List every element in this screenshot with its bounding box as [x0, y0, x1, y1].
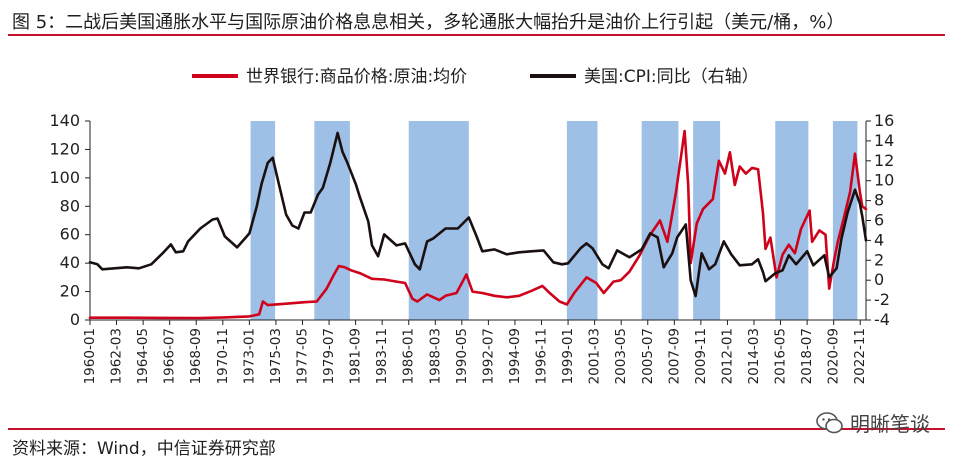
- x-axis-tick-label: 1966-07: [162, 328, 178, 384]
- legend-cpi-label: 美国:CPI:同比（右轴）: [584, 67, 759, 87]
- x-axis-tick-label: 1988-03: [427, 328, 443, 384]
- x-axis-tick-label: 1962-03: [109, 328, 125, 384]
- x-axis-tick-label: 2001-03: [587, 328, 603, 384]
- shaded-period: [775, 121, 809, 320]
- shaded-period: [408, 121, 469, 320]
- x-axis-tick-label: 1977-05: [294, 328, 310, 384]
- watermark-text: 明晰笔谈: [850, 412, 930, 436]
- x-axis-tick-label: 1970-11: [215, 328, 231, 384]
- x-axis-tick-label: 1999-01: [560, 328, 576, 384]
- axes: 020406080100120140-4-202468101214161960-…: [49, 111, 894, 384]
- x-axis-tick-label: 2016-05: [773, 328, 789, 384]
- left-axis-tick-label: 60: [60, 225, 80, 244]
- right-axis-tick-label: 4: [874, 230, 884, 249]
- series-line-us-cpi: [88, 131, 868, 298]
- x-axis-tick-label: 1975-03: [268, 328, 284, 384]
- x-axis-tick-label: 1983-11: [374, 328, 390, 384]
- watermark: 明晰笔谈: [816, 408, 930, 437]
- left-axis-tick-label: 0: [70, 310, 80, 329]
- x-axis-tick-label: 1960-01: [82, 328, 98, 384]
- legend-oil-label: 世界银行:商品价格:原油:均价: [246, 67, 467, 87]
- x-axis-tick-label: 2020-09: [826, 328, 842, 384]
- x-axis-tick-label: 2018-07: [799, 328, 815, 384]
- wechat-icon: [816, 411, 843, 433]
- series-lines: [88, 129, 868, 320]
- x-axis-tick-label: 1994-09: [507, 328, 523, 384]
- x-axis-tick-label: 1964-05: [135, 328, 151, 384]
- x-axis-tick-label: 1996-11: [534, 328, 550, 384]
- x-axis-tick-label: 1986-01: [401, 328, 417, 384]
- source-note: 资料来源：Wind，中信证券研究部: [12, 439, 276, 459]
- x-axis-tick-label: 2014-03: [746, 328, 762, 384]
- right-axis-tick-label: 12: [874, 151, 894, 170]
- right-axis-tick-label: 10: [874, 171, 894, 190]
- left-axis-tick-label: 100: [49, 168, 80, 187]
- left-axis-tick-label: 120: [49, 139, 80, 158]
- x-axis-tick-label: 1992-07: [480, 328, 496, 384]
- legend: 世界银行:商品价格:原油:均价 美国:CPI:同比（右轴）: [192, 67, 759, 87]
- x-axis-tick-label: 2007-09: [666, 328, 682, 384]
- shaded-period: [566, 121, 598, 320]
- x-axis-tick-label: 2005-07: [640, 328, 656, 384]
- right-axis-tick-label: 8: [874, 191, 884, 210]
- shaded-period: [250, 121, 276, 320]
- title-rule: [8, 34, 945, 36]
- x-axis-tick-label: 2009-11: [693, 328, 709, 384]
- x-axis-tick-label: 2022-11: [852, 328, 868, 384]
- x-axis-tick-label: 1990-05: [454, 328, 470, 384]
- x-axis-tick-label: 1981-09: [348, 328, 364, 384]
- x-axis-tick-label: 1979-07: [321, 328, 337, 384]
- x-axis-tick-label: 2003-05: [613, 328, 629, 384]
- right-axis-tick-label: 14: [874, 131, 894, 150]
- left-axis-tick-label: 80: [60, 196, 80, 215]
- x-axis-tick-label: 2012-01: [719, 328, 735, 384]
- right-axis-tick-label: 0: [874, 270, 884, 289]
- chart-svg: 020406080100120140-4-202468101214161960-…: [49, 67, 894, 384]
- x-axis-tick-label: 1968-09: [188, 328, 204, 384]
- figure-title: 图 5：二战后美国通胀水平与国际原油价格息息相关，多轮通胀大幅抬升是油价上行引起…: [12, 12, 845, 33]
- right-axis-tick-label: 2: [874, 250, 884, 269]
- right-axis-tick-label: -2: [874, 290, 890, 309]
- right-axis-tick-label: 16: [874, 111, 894, 130]
- left-axis-tick-label: 20: [60, 282, 80, 301]
- left-axis-tick-label: 40: [60, 253, 80, 272]
- right-axis-tick-label: 6: [874, 211, 884, 230]
- x-axis-tick-label: 1973-01: [241, 328, 257, 384]
- series-line-oil-price: [88, 129, 868, 320]
- source-rule: [8, 428, 945, 430]
- left-axis-tick-label: 140: [49, 111, 80, 130]
- right-axis-tick-label: -4: [874, 310, 890, 329]
